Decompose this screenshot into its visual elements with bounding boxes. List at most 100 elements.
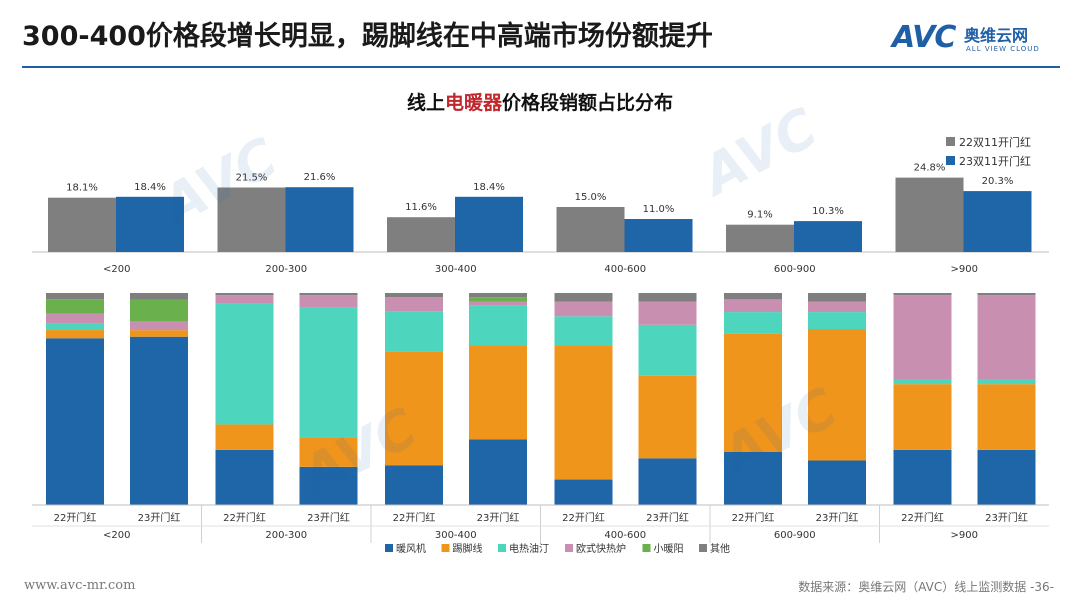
stack-segment [299,437,358,467]
stack-segment [130,299,188,322]
legend-label: 小暖阳 [654,542,684,555]
footer-source: 数据来源：奥维云网（AVC）线上监测数据 -36- [798,578,1054,595]
data-label: 11.6% [405,202,437,213]
data-label: 11.0% [643,204,675,215]
data-label: 20.3% [982,176,1014,187]
stack-segment [638,458,697,505]
legend-label: 暖风机 [396,542,426,555]
chart-title: 线上电暖器价格段销额占比分布 [0,88,1080,115]
stack-segment [554,316,613,346]
stack-segment [385,293,443,298]
stack-segment [724,299,782,313]
stack-segment [638,324,697,376]
bar [116,196,184,252]
stack-segment [638,293,697,302]
stack-segment [977,379,1036,385]
x-tick-label: >900 [951,264,978,275]
stack-segment [215,424,274,450]
x-tick-label: 200-300 [265,264,307,275]
stack-segment [385,351,443,466]
stack-segment [724,312,782,334]
legend-label: 欧式快热炉 [576,542,626,555]
stack-segment [385,311,443,352]
stack-segment [215,293,274,296]
stack-segment [215,295,274,304]
bar [285,187,354,252]
x-tick-label: 600-900 [774,264,816,275]
legend-label: 其他 [710,542,730,555]
stack-segment [808,312,866,330]
x-tick-label: 300-400 [435,264,477,275]
legend-swatch [946,137,955,146]
group-label: <200 [103,530,130,541]
legend-swatch [385,544,393,552]
legend-swatch [441,544,450,552]
stack-segment [130,321,188,331]
avc-logo: AVC 奥维云网 ALL VIEW CLOUD [892,20,1062,60]
stack-segment [638,301,697,325]
data-label: 18.4% [134,182,166,193]
bar-label: 22开门红 [732,511,775,524]
bar-label: 23开门红 [307,511,350,524]
bar-label: 22开门红 [562,511,605,524]
stack-segment [893,295,952,380]
stack-segment [977,295,1036,380]
stack-segment [469,439,527,505]
data-label: 21.5% [236,173,268,184]
bar [963,191,1032,252]
legend-label: 23双11开门红 [959,154,1031,168]
stack-segment [130,336,188,505]
stack-segment [46,299,104,314]
stack-segment [724,333,782,452]
stack-segment [724,452,782,505]
data-label: 10.3% [812,206,844,217]
top-bar-chart: 18.1% 18.4% <200 21.5% 21.6% 200-300 11.6% 18.4… [32,135,1049,275]
bar [556,207,625,252]
stack-segment [469,301,527,306]
stack-segment [469,305,527,346]
stack-segment [808,301,866,313]
stack-segment [385,297,443,312]
stack-segment [215,303,274,425]
bar [455,196,523,252]
group-label: >900 [951,530,978,541]
legend-label: 电热油汀 [509,542,549,555]
bar [48,197,116,252]
bar-label: 22开门红 [223,511,266,524]
stack-segment [46,313,104,324]
group-label: 200-300 [265,530,307,541]
stack-segment [299,307,358,438]
group-label: 600-900 [774,530,816,541]
stack-segment [46,293,104,300]
bar-label: 22开门红 [54,511,97,524]
bar-label: 23开门红 [646,511,689,524]
title-divider [22,66,1060,68]
stack-segment [977,449,1036,505]
stack-segment [808,329,866,461]
stack-segment [977,384,1036,450]
chart-title-suffix: 价格段销额占比分布 [502,92,674,114]
stack-segment [977,293,1036,296]
stack-segment [299,295,358,308]
page-title: 300-400价格段增长明显，踢脚线在中高端市场份额提升 [22,21,713,52]
stack-segment [893,449,952,505]
page-number: -36- [1030,580,1054,594]
data-label: 18.1% [66,183,98,194]
stack-segment [724,293,782,300]
stack-segment [554,301,613,317]
bar [387,217,455,252]
stack-segment [638,375,697,459]
legend-swatch [699,544,707,552]
stack-segment [469,297,527,302]
data-label: 24.8% [914,163,946,174]
data-label: 15.0% [575,192,607,203]
stack-segment [130,330,188,337]
logo-mark: AVC [892,20,956,55]
stack-segment [46,323,104,331]
stack-segment [893,384,952,450]
stack-segment [299,293,358,296]
group-label: 300-400 [435,530,477,541]
stack-segment [893,379,952,385]
bar [794,221,862,252]
